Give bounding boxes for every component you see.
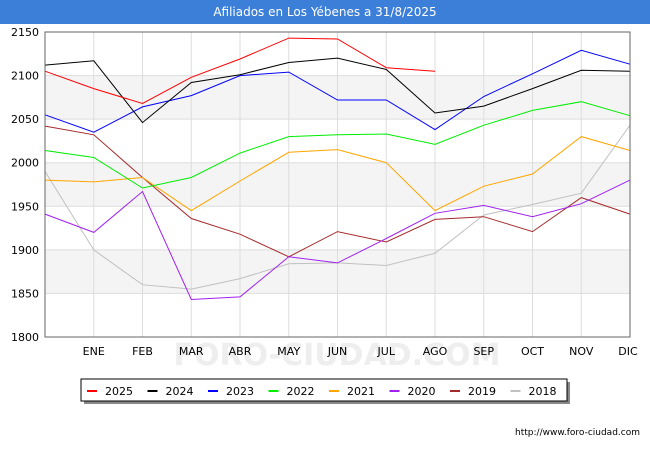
legend-label-2018: 2018	[529, 385, 557, 398]
legend: 2025 2024 2023 2022 2021 2020 2019 2018	[80, 378, 570, 404]
legend-label-2020: 2020	[408, 385, 436, 398]
y-tick-label: 1800	[11, 331, 39, 344]
x-tick-label: JUL	[377, 345, 396, 358]
plot-border	[44, 31, 631, 338]
legend-label-2024: 2024	[166, 385, 194, 398]
x-tick-label: FEB	[132, 345, 153, 358]
legend-box	[80, 378, 568, 402]
x-tick-label: AGO	[423, 345, 448, 358]
watermark: FORO-CIUDAD.COM	[174, 338, 501, 373]
chart-title: Afiliados en Los Yébenes a 31/8/2025	[0, 0, 650, 24]
legend-label-2023: 2023	[226, 385, 254, 398]
site-credit: http://www.foro-ciudad.com	[515, 428, 640, 438]
x-tick-label: NOV	[569, 345, 594, 358]
series-line-2024	[44, 57, 631, 124]
y-tick-label: 1950	[11, 200, 39, 213]
legend-label-2022: 2022	[287, 385, 315, 398]
series-line-2023	[44, 49, 631, 133]
legend-label-2025: 2025	[105, 385, 133, 398]
x-axis: ENE FEB MAR ABR MAY JUN JUL AGO SEP OCT NOV DIC	[83, 345, 638, 358]
y-tick-label: 2100	[11, 70, 39, 83]
x-tick-label: SEP	[473, 345, 494, 358]
legend-label-2019: 2019	[468, 385, 496, 398]
x-tick-label: OCT	[521, 345, 544, 358]
x-tick-label: ABR	[229, 345, 252, 358]
x-tick-label: MAR	[179, 345, 204, 358]
y-tick-label: 1850	[11, 287, 39, 300]
x-tick-label: ENE	[83, 345, 105, 358]
y-tick-label: 2000	[11, 157, 39, 170]
y-tick-label: 2150	[11, 26, 39, 39]
series-lines	[44, 37, 631, 301]
x-tick-label: MAY	[277, 345, 300, 358]
x-tick-label: DIC	[618, 345, 638, 358]
series-line-2020	[44, 179, 631, 301]
y-axis: 1800 1850 1900 1950 2000 2050 2100 2150	[11, 26, 39, 344]
series-line-2022	[44, 101, 631, 189]
y-tick-label: 2050	[11, 113, 39, 126]
legend-label-2021: 2021	[347, 385, 375, 398]
x-tick-label: JUN	[327, 345, 348, 358]
series-line-2025	[44, 37, 436, 105]
y-tick-label: 1900	[11, 244, 39, 257]
series-line-2021	[44, 136, 631, 212]
